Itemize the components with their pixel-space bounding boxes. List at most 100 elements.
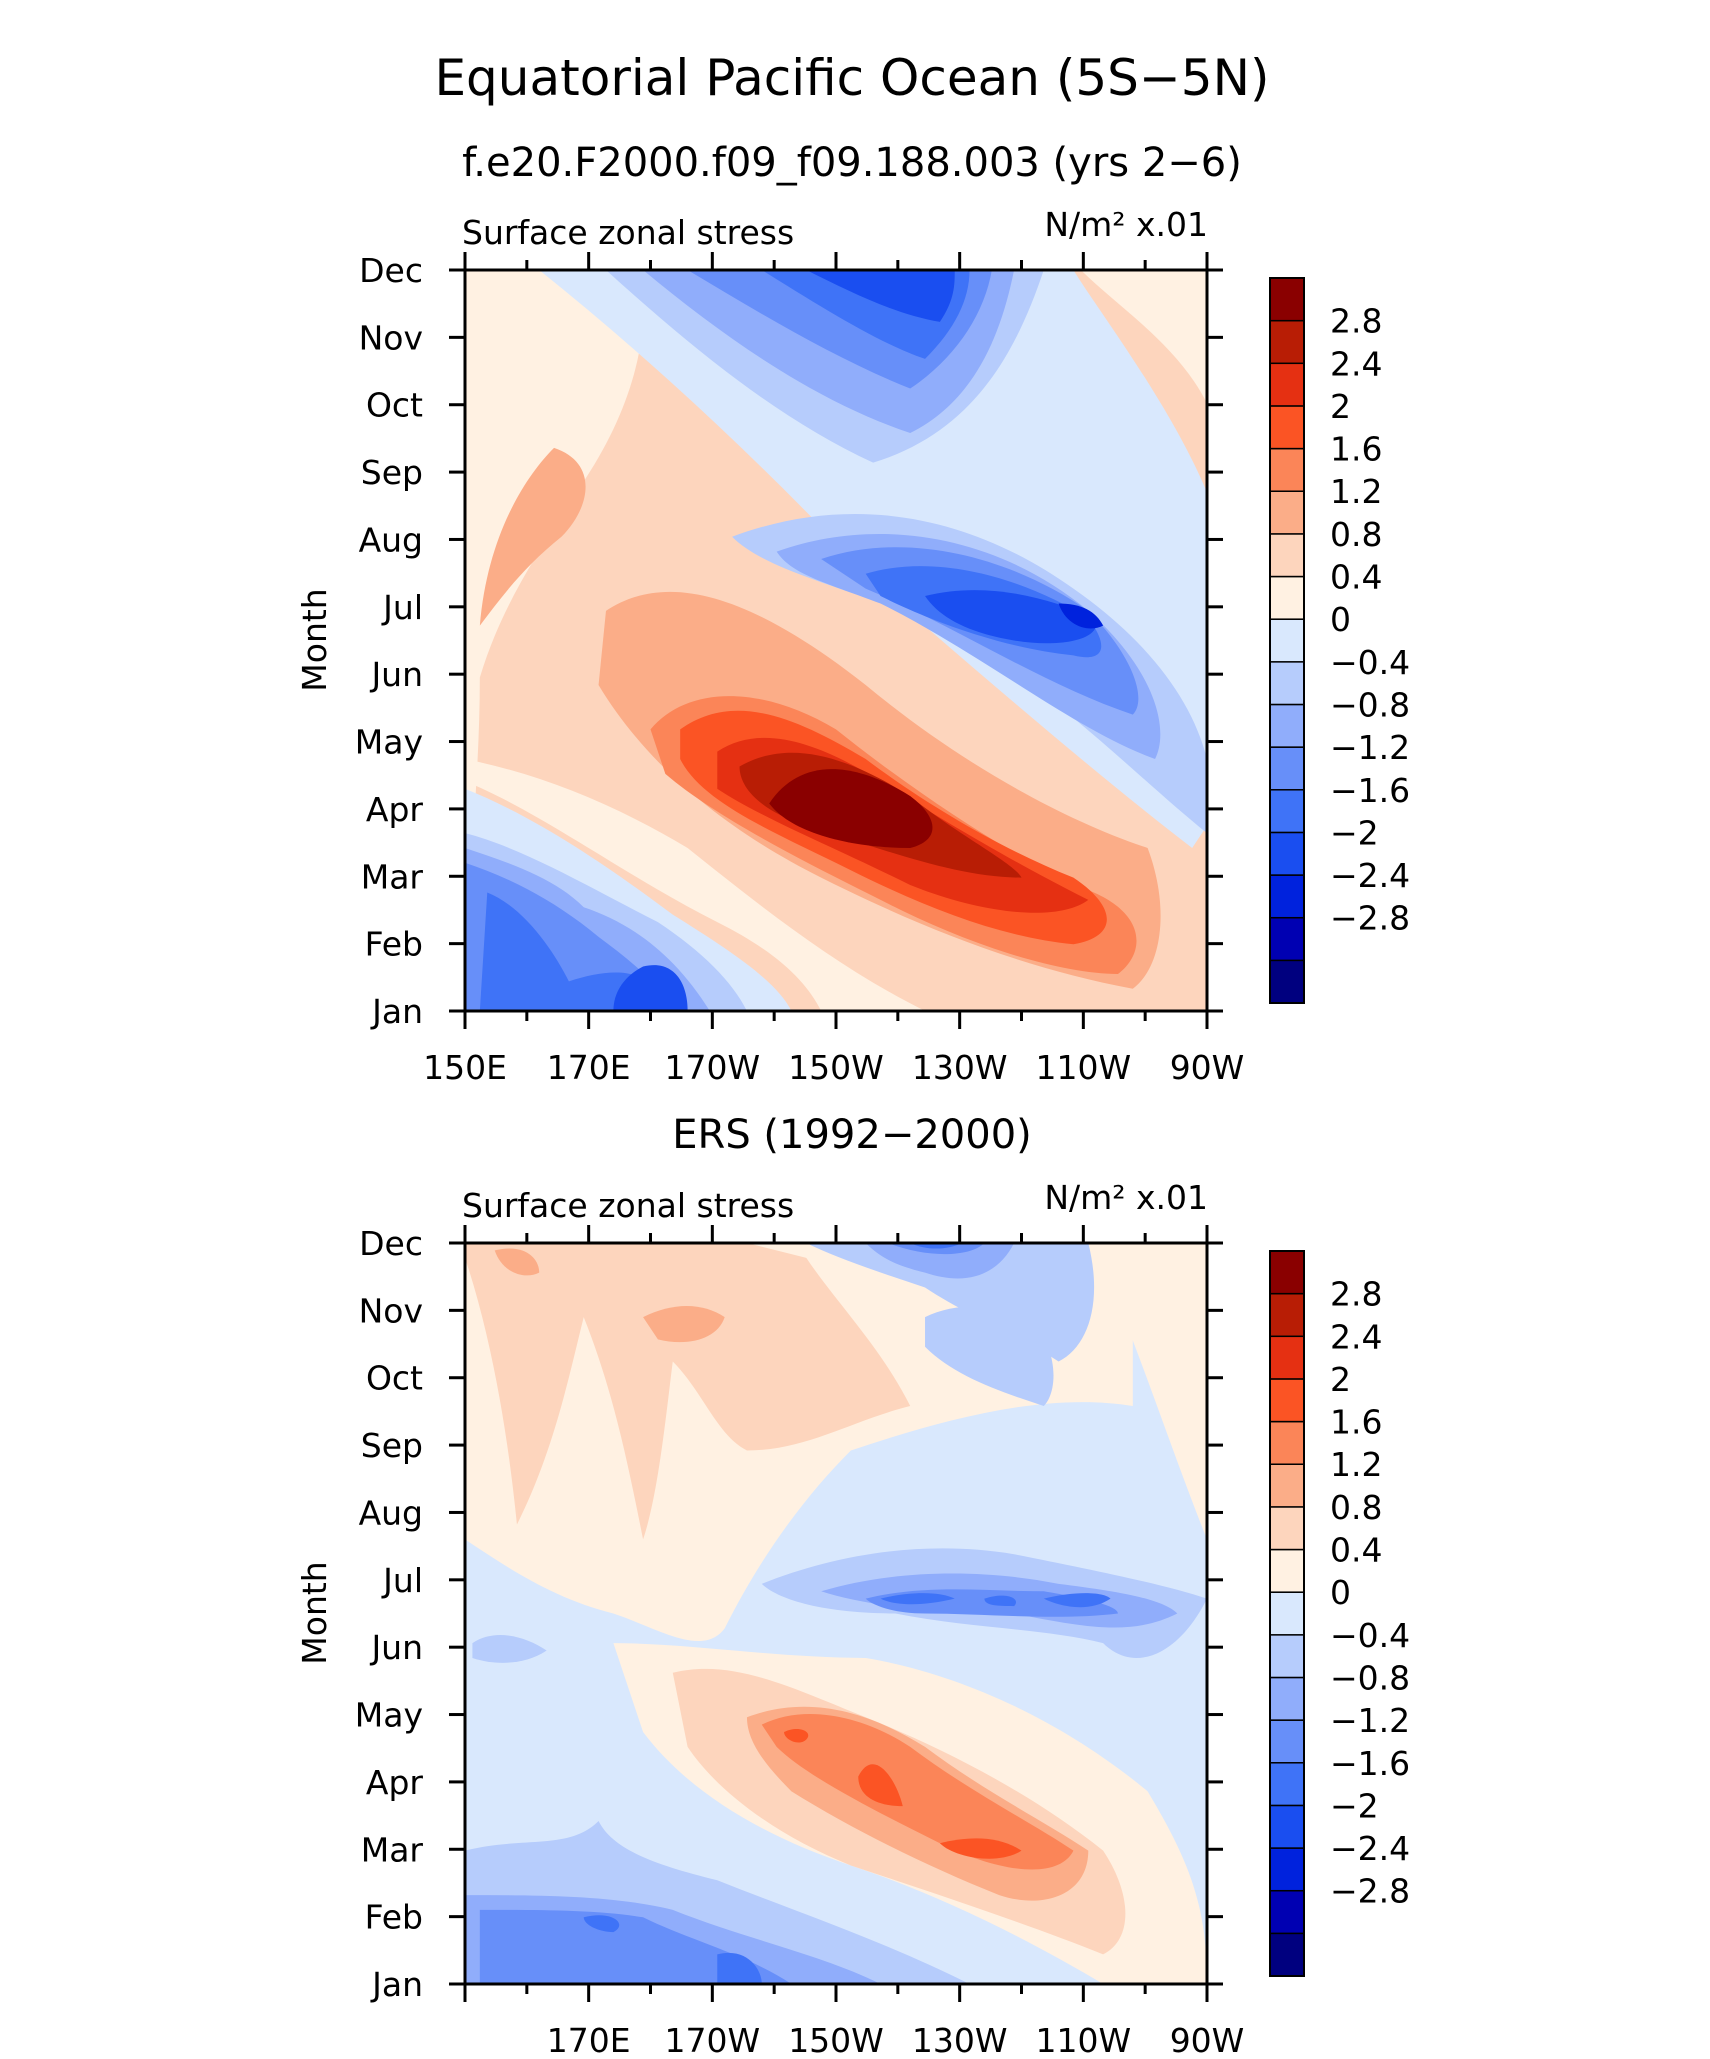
colorbar-observed: 2.82.4 2 1.61.2 0.8 0.40 −0.4−0.8 −1.2 −1.6−2 −2…	[1269, 1250, 1410, 1977]
colorbar-frame	[1269, 1250, 1305, 1977]
contour-region	[925, 1305, 1054, 1407]
colorbar-box	[1269, 1719, 1305, 1764]
panel-model: Jan Feb Mar Apr May Jun Jul Aug Sep Oct Nov Dec 150E…	[295, 205, 1410, 1087]
y-tick-label: Sep	[361, 1426, 423, 1465]
colorbar-box	[1269, 1676, 1305, 1721]
colorbar-label: −0.8	[1330, 1658, 1410, 1697]
y-tick-label: Oct	[366, 1359, 423, 1398]
colorbar-label: 2.4	[1330, 344, 1382, 383]
y-tick-label: Oct	[366, 386, 423, 425]
colorbar-label: −1.2	[1330, 1701, 1410, 1740]
contour-region	[880, 1593, 955, 1605]
colorbar-box	[1269, 1932, 1305, 1977]
contour-region	[806, 270, 955, 322]
x-tick-label: 130W	[912, 2021, 1008, 2059]
colorbar-label: 2	[1330, 1360, 1351, 1399]
x-tick-label: 150W	[788, 1048, 884, 1087]
x-tick-label: 90W	[1170, 1048, 1245, 1087]
contour-region	[984, 1595, 1017, 1607]
colorbar-model: 2.82.4 2 1.61.2 0.8 0.40 −0.4−0.8 −1.2 −1.6−2 −2…	[1269, 277, 1410, 1004]
colorbar-label: 1.2	[1330, 1445, 1382, 1484]
figure-subtitle: f.e20.F2000.f09_f09.188.003 (yrs 2−6)	[462, 140, 1242, 186]
x-tick-label: 150E	[423, 1048, 507, 1087]
contour-region	[472, 1635, 547, 1663]
colorbar-label: 0.4	[1330, 558, 1382, 597]
y-tick-label: Feb	[365, 925, 423, 964]
colorbar-box	[1269, 575, 1305, 620]
y-tick-label: Dec	[359, 1224, 423, 1263]
y-axis-label: Month	[295, 588, 334, 691]
colorbar-label: 0.8	[1330, 1488, 1382, 1527]
colorbar-label: −2	[1330, 1786, 1379, 1825]
colorbar-box	[1269, 661, 1305, 706]
contour-region	[858, 1764, 903, 1807]
contour-region	[479, 447, 586, 626]
x-tick-label: 170W	[665, 1048, 761, 1087]
contour-region	[769, 769, 933, 848]
contour-region	[925, 590, 1097, 644]
colorbar-label: 1.2	[1330, 472, 1382, 511]
y-axis-label: Month	[295, 1561, 334, 1664]
y-tick-label: May	[355, 723, 423, 762]
colorbar-box	[1269, 1889, 1305, 1935]
panel-title-observed: ERS (1992−2000)	[672, 1112, 1032, 1158]
y-tick-label: Jul	[381, 1561, 423, 1600]
colorbar-box	[1269, 533, 1305, 578]
contour-field-observed	[465, 1243, 1207, 1984]
colorbar-box	[1269, 1506, 1305, 1551]
contour-region	[465, 759, 926, 1011]
contour-region	[613, 965, 688, 1011]
colorbar-box	[1269, 447, 1305, 492]
colorbar-box	[1269, 703, 1305, 748]
frame-observed: Jan Feb Mar Apr May Jun Jul Aug Sep Oct Nov Dec 170E…	[355, 1224, 1245, 2059]
colorbar-label: −1.6	[1330, 1744, 1410, 1783]
y-tick-label: Nov	[359, 1291, 423, 1330]
y-tick-label: Sep	[361, 453, 423, 492]
x-tick-label: 170W	[665, 2021, 761, 2059]
y-tick-label: May	[355, 1696, 423, 1735]
colorbar-box	[1269, 1463, 1305, 1508]
colorbar-box	[1269, 1548, 1305, 1593]
x-tick-label: 90W	[1170, 2021, 1245, 2059]
colorbar-box	[1269, 916, 1305, 962]
colorbar-box	[1269, 1591, 1305, 1636]
units-label: N/m² x.01	[1044, 205, 1208, 244]
y-tick-label: Mar	[361, 1830, 424, 1869]
colorbar-label: 0	[1330, 1573, 1351, 1612]
y-tick-label: Mar	[361, 857, 424, 896]
colorbar-box	[1269, 1420, 1305, 1465]
contour-field-model	[465, 270, 1207, 1011]
x-tick-label: 170E	[547, 2021, 631, 2059]
colorbar-label: 2.4	[1330, 1317, 1382, 1356]
colorbar-label: 0	[1330, 600, 1351, 639]
colorbar-label: −1.6	[1330, 771, 1410, 810]
contour-region	[465, 1243, 911, 1540]
colorbar-box	[1269, 831, 1305, 876]
y-tick-label: Jan	[370, 992, 423, 1031]
contour-region	[1043, 1593, 1111, 1608]
contour-region	[717, 1952, 762, 1984]
contour-region	[939, 1838, 1022, 1859]
panel-observed: Jan Feb Mar Apr May Jun Jul Aug Sep Oct Nov Dec 170E…	[295, 1178, 1410, 2059]
y-tick-label: Nov	[359, 318, 423, 357]
contour-region	[479, 1909, 792, 1984]
colorbar-label: −2.4	[1330, 1829, 1410, 1868]
left-label: Surface zonal stress	[462, 213, 794, 252]
colorbar-label: −2.4	[1330, 856, 1410, 895]
colorbar-box	[1269, 959, 1305, 1004]
contour-region	[643, 1305, 725, 1343]
colorbar-box	[1269, 1762, 1305, 1807]
y-tick-label: Jan	[370, 1965, 423, 2004]
colorbar-box	[1269, 405, 1305, 450]
colorbar-box	[1269, 362, 1305, 407]
y-tick-label: Apr	[366, 1763, 424, 1802]
left-label: Surface zonal stress	[462, 1186, 794, 1225]
colorbar-label: −1.2	[1330, 728, 1410, 767]
colorbar-label: 2	[1330, 387, 1351, 426]
colorbar-box	[1269, 1847, 1305, 1892]
y-tick-label: Aug	[359, 520, 423, 559]
colorbar-label: 0.4	[1330, 1531, 1382, 1570]
contour-region	[1058, 603, 1104, 629]
y-tick-label: Jun	[369, 1628, 423, 1667]
